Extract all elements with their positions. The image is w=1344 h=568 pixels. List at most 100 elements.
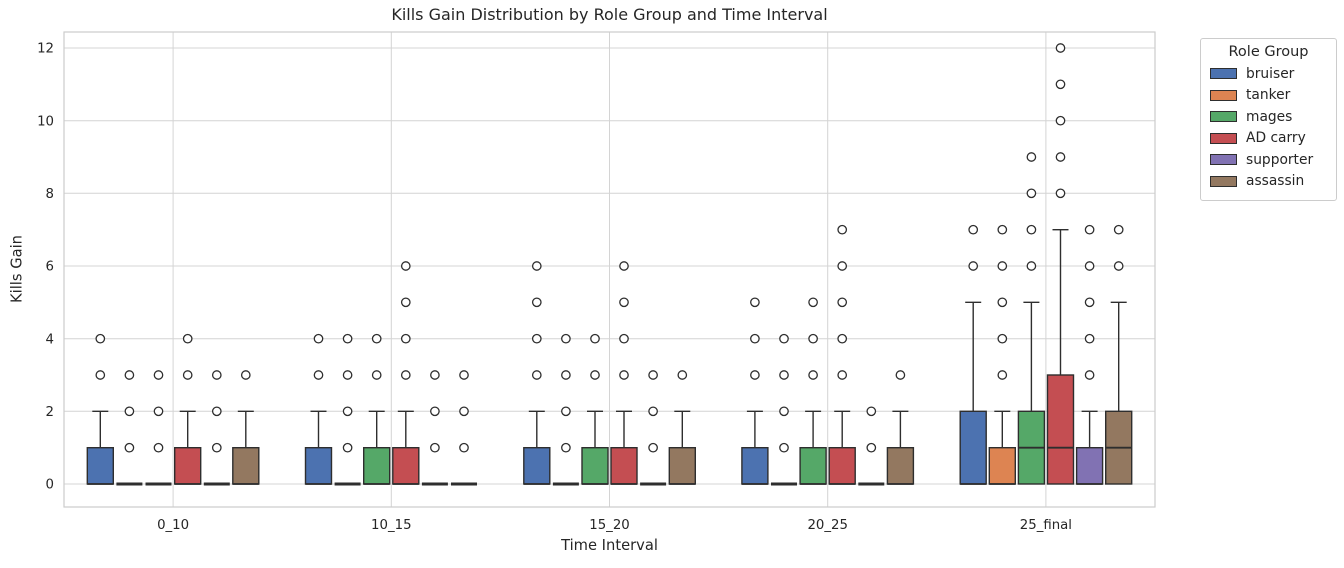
outlier-point <box>124 442 135 453</box>
legend-title: Role Group <box>1228 44 1309 60</box>
y-tick-label: 2 <box>46 405 54 420</box>
y-axis-label: Kills Gain <box>8 235 26 303</box>
legend-swatch-icon <box>1210 154 1237 166</box>
outlier-point <box>430 442 440 453</box>
outlier-point <box>1026 152 1037 162</box>
outlier-point <box>968 261 979 271</box>
legend-item-label: bruiser <box>1246 65 1295 82</box>
outlier-point <box>211 370 222 380</box>
y-tick-label: 12 <box>37 42 54 57</box>
outlier-point <box>342 370 353 380</box>
outlier-point <box>590 333 600 344</box>
box-bruiser-15_20 <box>523 261 551 485</box>
legend-items: bruiser tanker mages AD carry supporter assas… <box>1210 63 1327 192</box>
box-bruiser-0_10 <box>86 333 115 485</box>
outlier-point <box>1084 261 1095 271</box>
box-assassin-10_15 <box>451 370 477 486</box>
outlier-point <box>866 406 877 417</box>
box-supporter-25_final <box>1075 224 1104 485</box>
y-tick-labels: 0 2 4 6 8 10 12 <box>37 42 54 493</box>
outlier-point <box>619 370 629 380</box>
outlier-point <box>837 370 848 380</box>
outlier-point <box>837 261 848 271</box>
box-tanker-15_20 <box>552 333 579 486</box>
outlier-point <box>430 370 440 380</box>
box-tanker-10_15 <box>334 333 361 486</box>
box-assassin-20_25 <box>886 370 915 485</box>
outlier-point <box>153 442 164 453</box>
outlier-point <box>182 370 193 380</box>
outlier-point <box>531 261 542 271</box>
outlier-point <box>648 406 658 417</box>
outlier-point <box>342 406 353 417</box>
outlier-point <box>837 333 848 344</box>
outlier-point <box>997 333 1008 344</box>
outlier-point <box>182 333 193 344</box>
outlier-point <box>779 406 789 417</box>
outlier-point <box>1084 333 1095 344</box>
outlier-point <box>430 406 440 417</box>
box-supporter-20_25 <box>858 406 885 486</box>
outlier-point <box>400 261 411 271</box>
gridlines <box>64 32 1155 507</box>
outlier-point <box>153 370 164 380</box>
box-mages-0_10 <box>145 370 172 486</box>
outlier-point <box>590 370 600 380</box>
legend-item-tanker: tanker <box>1210 85 1327 107</box>
outlier-point <box>371 370 382 380</box>
legend-item-label: AD carry <box>1246 130 1306 147</box>
outlier-point <box>313 370 324 380</box>
outlier-point <box>211 406 222 417</box>
outlier-point <box>95 333 106 344</box>
outlier-point <box>997 224 1008 235</box>
y-tick-label: 6 <box>46 260 54 275</box>
box-assassin-15_20 <box>668 370 696 485</box>
outlier-point <box>1026 188 1037 199</box>
box-supporter-15_20 <box>640 370 667 486</box>
x-tick-label: 0_10 <box>157 518 189 533</box>
box-assassin-25_final <box>1104 224 1133 485</box>
outlier-point <box>1055 115 1066 126</box>
chart-title: Kills Gain Distribution by Role Group an… <box>391 5 828 24</box>
outlier-point <box>619 261 629 271</box>
outlier-point <box>1026 224 1037 235</box>
outlier-point <box>895 370 906 380</box>
box-mages-15_20 <box>581 333 609 485</box>
y-tick-label: 8 <box>46 187 54 202</box>
x-axis-label: Time Interval <box>561 537 658 554</box>
legend-swatch-icon <box>1210 175 1237 187</box>
outlier-point <box>531 333 542 344</box>
x-tick-label: 15_20 <box>589 518 630 533</box>
outlier-point <box>1055 79 1066 90</box>
outlier-point <box>124 370 135 380</box>
outlier-point <box>750 333 760 344</box>
outlier-point <box>1084 224 1095 235</box>
outlier-point <box>750 297 760 308</box>
box-ad-carry-15_20 <box>610 261 638 485</box>
outlier-point <box>808 297 818 308</box>
outlier-point <box>779 333 789 344</box>
box-mages-20_25 <box>799 297 827 485</box>
outlier-point <box>561 333 571 344</box>
outlier-point <box>371 333 382 344</box>
outlier-point <box>240 370 251 380</box>
outlier-point <box>531 370 542 380</box>
outlier-point <box>997 297 1008 308</box>
outlier-point <box>342 442 353 453</box>
outlier-point <box>1026 261 1037 271</box>
box-assassin-0_10 <box>232 370 260 485</box>
outlier-point <box>619 297 629 308</box>
outlier-point <box>1055 152 1066 162</box>
legend-item-label: tanker <box>1246 87 1291 104</box>
outlier-point <box>1084 370 1095 380</box>
outlier-point <box>561 442 571 453</box>
box-mages-25_final <box>1017 152 1046 485</box>
x-tick-label: 20_25 <box>807 518 848 533</box>
outlier-point <box>153 406 164 417</box>
outlier-point <box>997 261 1008 271</box>
outlier-point <box>779 442 789 453</box>
x-tick-labels: 0_10 10_15 15_20 20_25 25_final <box>157 518 1072 533</box>
box-supporter-0_10 <box>203 370 230 486</box>
